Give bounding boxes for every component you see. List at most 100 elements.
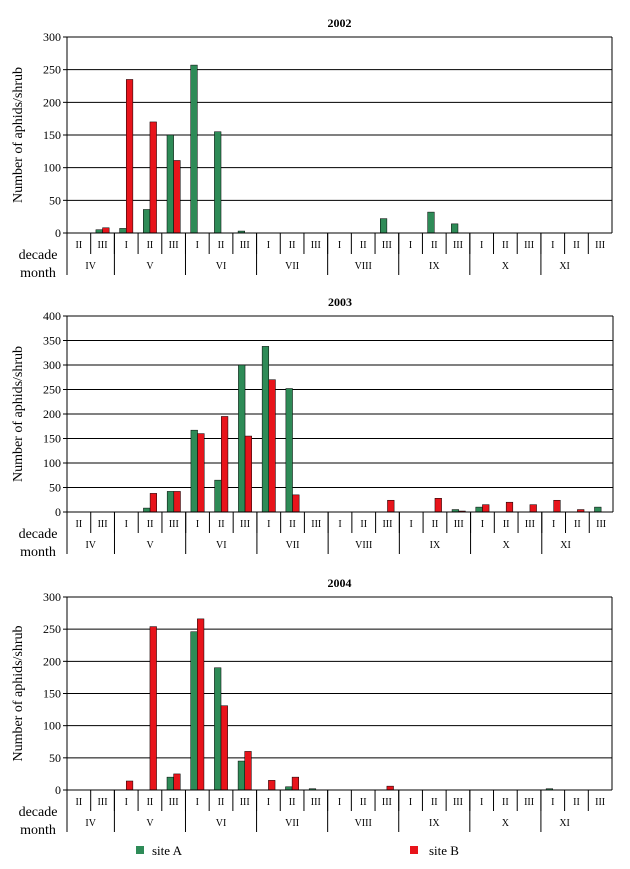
month-label: VII xyxy=(286,540,300,551)
bar-site-a xyxy=(143,507,151,513)
decade-label: I xyxy=(338,797,341,808)
decade-label: III xyxy=(524,240,534,251)
bar-site-a xyxy=(119,228,127,234)
month-label: VI xyxy=(216,540,227,551)
bar-site-b xyxy=(291,776,299,791)
y-tick-label: 250 xyxy=(43,63,61,77)
legend-label-site-b: site B xyxy=(429,843,459,858)
decade-label: II xyxy=(360,240,367,251)
bar-site-a xyxy=(190,631,198,791)
month-label: IX xyxy=(430,540,441,551)
decade-label: II xyxy=(573,797,580,808)
bar-site-b xyxy=(125,79,134,234)
decade-label: III xyxy=(311,240,321,251)
decade-label: II xyxy=(431,240,438,251)
decade-label: III xyxy=(595,797,605,808)
y-tick-label: 0 xyxy=(55,505,61,519)
bar-site-a xyxy=(166,134,174,234)
month-row-label: month xyxy=(20,823,56,838)
legend: site A site B xyxy=(136,843,459,858)
decade-label: II xyxy=(502,240,509,251)
decade-label: III xyxy=(311,797,321,808)
bar-site-a xyxy=(451,223,459,234)
decade-label: II xyxy=(502,797,509,808)
decade-label: III xyxy=(240,519,250,530)
month-label: IV xyxy=(85,540,96,551)
decade-label: II xyxy=(574,519,581,530)
chart-2003: 2003 0 50 100 150 200 250 300 350 400 Number of ap… xyxy=(11,295,614,560)
month-label: VIII xyxy=(355,261,372,272)
y-tick-label: 350 xyxy=(43,334,61,348)
legend-label-site-a: site A xyxy=(152,843,183,858)
decade-row-label: decade xyxy=(19,527,58,542)
decade-label: III xyxy=(453,797,463,808)
bar-site-b xyxy=(173,160,181,234)
y-tick-label: 50 xyxy=(49,751,61,765)
bar-site-a xyxy=(190,429,198,513)
month-label: V xyxy=(146,818,154,829)
decade-label: III xyxy=(169,519,179,530)
decade-label: II xyxy=(360,519,367,530)
month-label: VIII xyxy=(355,540,372,551)
decade-label: I xyxy=(267,519,270,530)
month-label: IX xyxy=(429,261,440,272)
bar-site-b xyxy=(387,499,395,513)
bar-site-b xyxy=(553,499,561,513)
decade-label: II xyxy=(218,519,225,530)
month-label: X xyxy=(502,261,510,272)
bar-site-b xyxy=(149,121,157,234)
bar-site-a xyxy=(190,64,198,234)
decade-label: II xyxy=(289,240,296,251)
chart-2004: 2004 0 50 100 150 200 250 300 Number of aphids/s… xyxy=(11,576,613,838)
y-tick-label: 0 xyxy=(55,226,61,240)
y-tick-label: 200 xyxy=(43,95,61,109)
decade-label: III xyxy=(453,240,463,251)
decade-label: I xyxy=(267,240,270,251)
decade-label: III xyxy=(382,519,392,530)
y-tick-label: 200 xyxy=(43,407,61,421)
decade-label: II xyxy=(218,240,225,251)
month-label: VI xyxy=(216,261,227,272)
chart-title: 2002 xyxy=(328,16,352,30)
bar-site-a xyxy=(380,218,388,234)
y-tick-label: 200 xyxy=(43,654,61,668)
decade-label: I xyxy=(409,797,412,808)
decade-label: II xyxy=(432,519,439,530)
month-row-label: month xyxy=(20,545,56,560)
y-tick-label: 150 xyxy=(43,687,61,701)
decade-label: III xyxy=(454,519,464,530)
y-axis-label: Number of aphids/shrub xyxy=(11,67,26,203)
bar-site-b xyxy=(221,416,229,513)
decade-label: II xyxy=(76,797,83,808)
y-tick-label: 250 xyxy=(43,383,61,397)
y-tick-label: 50 xyxy=(49,193,61,207)
bar-site-a xyxy=(166,491,175,513)
chart-2002: 2002 0 50 100 150 200 250 300 Number of aphids/s… xyxy=(11,16,613,281)
bar-site-b xyxy=(244,751,252,791)
decade-label: I xyxy=(480,240,483,251)
decade-label: I xyxy=(552,519,555,530)
decade-label: III xyxy=(98,519,108,530)
y-tick-label: 100 xyxy=(43,161,61,175)
bar-site-a xyxy=(285,388,293,513)
decade-label: II xyxy=(147,519,154,530)
decade-label: II xyxy=(431,797,438,808)
y-tick-label: 400 xyxy=(43,309,61,323)
decade-label: II xyxy=(147,240,154,251)
bar-site-a xyxy=(427,211,435,234)
y-tick-label: 150 xyxy=(43,432,61,446)
legend-swatch-site-a xyxy=(136,846,144,854)
decade-label: II xyxy=(76,519,83,530)
y-tick-label: 100 xyxy=(43,719,61,733)
bar-site-a xyxy=(166,776,174,791)
y-axis-label: Number of aphids/shrub xyxy=(11,625,26,761)
decade-label: I xyxy=(410,519,413,530)
bar-site-a xyxy=(261,346,270,513)
bar-site-b xyxy=(268,379,276,513)
bar-site-a xyxy=(594,506,602,513)
chart-title: 2004 xyxy=(328,576,352,590)
decade-label: II xyxy=(573,240,580,251)
decade-label: III xyxy=(311,519,321,530)
month-label: V xyxy=(146,540,154,551)
